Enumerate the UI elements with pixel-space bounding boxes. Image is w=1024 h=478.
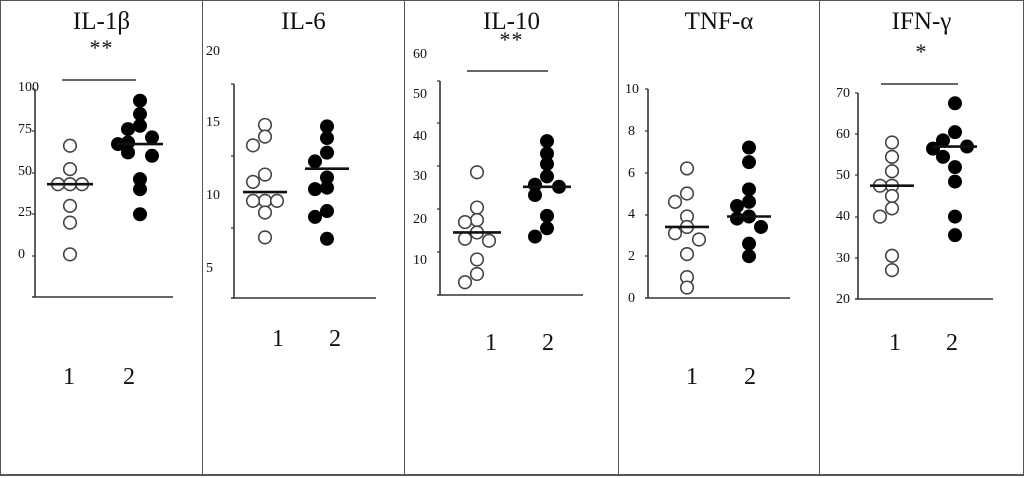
y-tick-label: 2 bbox=[628, 249, 635, 264]
x-group-label-1: 1 bbox=[63, 364, 75, 390]
x-group-label-2: 2 bbox=[123, 364, 135, 390]
panel-il10: IL-10 ** 60 50 40 30 20 10 1 2 bbox=[404, 0, 619, 476]
x-group-label-2: 2 bbox=[946, 330, 958, 356]
x-group-label-2: 2 bbox=[542, 330, 554, 356]
panel-title: TNF-α bbox=[684, 8, 754, 35]
y-tick-label: 50 bbox=[836, 168, 850, 183]
y-tick-label: 20 bbox=[206, 44, 220, 59]
y-tick-label: 8 bbox=[628, 124, 635, 139]
y-tick-label: 0 bbox=[18, 247, 25, 262]
y-tick-label: 15 bbox=[206, 115, 220, 130]
y-tick-label: 0 bbox=[628, 291, 635, 306]
x-group-label-2: 2 bbox=[329, 326, 341, 352]
y-tick-label: 100 bbox=[18, 80, 39, 95]
y-tick-label: 10 bbox=[206, 188, 220, 203]
panel-il1b: IL-1β ** 100 75 50 25 0 1 2 bbox=[0, 0, 203, 476]
panel-ifng: IFN-γ * 70 60 50 40 30 20 1 2 bbox=[819, 0, 1024, 476]
y-tick-label: 30 bbox=[836, 251, 850, 266]
y-tick-label: 40 bbox=[836, 209, 850, 224]
panel-tnfa: TNF-α 10 8 6 4 2 0 1 2 bbox=[618, 0, 820, 476]
y-tick-label: 70 bbox=[836, 86, 850, 101]
x-group-label-1: 1 bbox=[686, 364, 698, 390]
y-tick-label: 20 bbox=[413, 212, 427, 227]
panel-title: IFN-γ bbox=[891, 8, 952, 35]
y-tick-label: 50 bbox=[18, 164, 32, 179]
panel-title: IL-1β bbox=[72, 8, 131, 35]
x-group-label-1: 1 bbox=[889, 330, 901, 356]
significance-stars: ** bbox=[499, 27, 524, 52]
x-group-label-1: 1 bbox=[485, 330, 497, 356]
significance-stars: * bbox=[915, 39, 928, 64]
panel-il6: IL-6 20 15 10 5 1 2 bbox=[202, 0, 405, 476]
significance-stars: ** bbox=[89, 35, 114, 60]
y-tick-label: 6 bbox=[628, 166, 635, 181]
y-tick-label: 10 bbox=[625, 82, 639, 97]
y-tick-label: 40 bbox=[413, 129, 427, 144]
y-tick-label: 25 bbox=[18, 205, 32, 220]
y-tick-label: 20 bbox=[836, 292, 850, 307]
panel-title: IL-6 bbox=[281, 8, 326, 35]
x-group-label-1: 1 bbox=[272, 326, 284, 352]
panel-title: IL-10 bbox=[483, 8, 540, 35]
y-tick-label: 60 bbox=[413, 47, 427, 62]
y-tick-label: 10 bbox=[413, 253, 427, 268]
y-tick-label: 4 bbox=[628, 207, 635, 222]
y-tick-label: 50 bbox=[413, 87, 427, 102]
y-tick-label: 5 bbox=[206, 261, 213, 276]
y-tick-label: 75 bbox=[18, 122, 32, 137]
x-group-label-2: 2 bbox=[744, 364, 756, 390]
y-tick-label: 60 bbox=[836, 127, 850, 142]
y-tick-label: 30 bbox=[413, 169, 427, 184]
